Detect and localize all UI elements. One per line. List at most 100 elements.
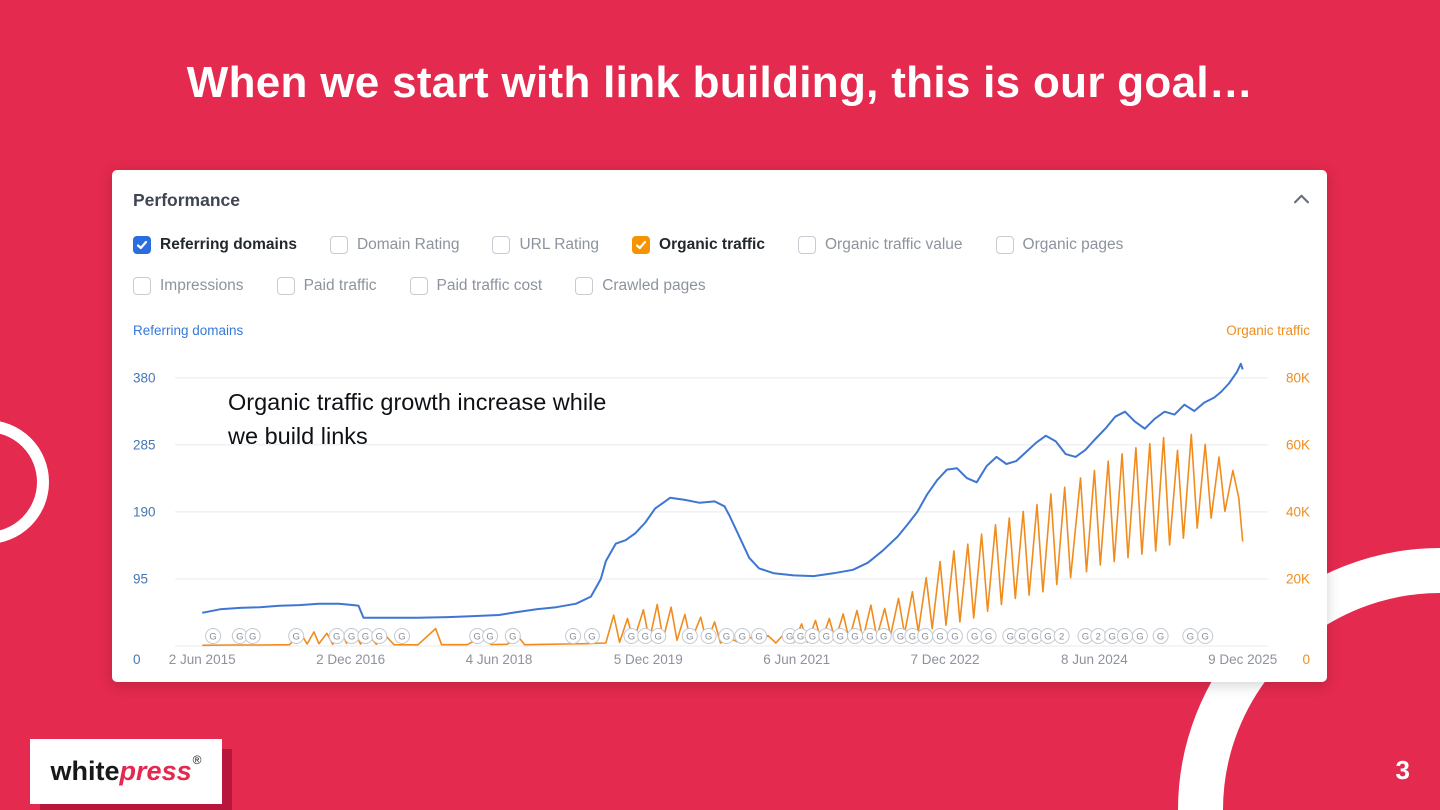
- google-update-badge[interactable]: G: [832, 628, 849, 644]
- google-update-badge[interactable]: G: [244, 628, 261, 644]
- google-update-badge[interactable]: G: [917, 628, 934, 644]
- svg-text:G: G: [1187, 632, 1194, 643]
- google-update-badge[interactable]: G: [482, 628, 499, 644]
- metric-paid-traffic-cost[interactable]: Paid traffic cost: [409, 277, 542, 295]
- chevron-up-icon[interactable]: [1294, 194, 1310, 206]
- svg-text:G: G: [755, 632, 762, 643]
- google-update-badge[interactable]: G: [1104, 628, 1121, 644]
- left-axis-tick: 190: [133, 504, 156, 519]
- google-update-badge[interactable]: G: [205, 628, 222, 644]
- logo-text-press: press: [119, 756, 192, 786]
- google-update-badge[interactable]: G: [932, 628, 949, 644]
- svg-text:G: G: [739, 632, 746, 643]
- google-update-badge[interactable]: G: [681, 628, 698, 644]
- google-update-badge[interactable]: G: [328, 628, 345, 644]
- x-axis-tick: 9 Dec 2025: [1208, 652, 1277, 667]
- metric-organic-traffic[interactable]: Organic traffic: [632, 236, 765, 254]
- svg-text:G: G: [642, 632, 649, 643]
- logo-text-white: white: [50, 756, 120, 786]
- organic-traffic-line: [202, 433, 1244, 647]
- metric-label-impressions: Impressions: [160, 277, 244, 294]
- google-update-badge[interactable]: G: [1131, 628, 1148, 644]
- left-axis-tick: 380: [133, 370, 156, 385]
- x-axis-tick: 2 Dec 2016: [316, 652, 385, 667]
- google-update-badge[interactable]: G: [565, 628, 582, 644]
- svg-text:G: G: [866, 632, 873, 643]
- svg-text:G: G: [236, 632, 243, 643]
- google-update-badge[interactable]: G: [1152, 628, 1169, 644]
- right-axis-tick: 20K: [1286, 572, 1310, 587]
- svg-text:G: G: [474, 632, 481, 643]
- x-axis-tick: 4 Jun 2018: [466, 652, 533, 667]
- svg-text:G: G: [837, 632, 844, 643]
- google-update-badge[interactable]: G: [343, 628, 360, 644]
- checkbox-organic-traffic[interactable]: [632, 236, 651, 254]
- google-update-badge[interactable]: G: [875, 628, 892, 644]
- checkbox-paid-traffic-cost[interactable]: [409, 277, 428, 295]
- google-update-badge[interactable]: G: [818, 628, 835, 644]
- svg-text:G: G: [398, 632, 405, 643]
- checkbox-paid-traffic[interactable]: [276, 277, 295, 295]
- svg-text:G: G: [797, 632, 804, 643]
- svg-text:G: G: [486, 632, 493, 643]
- google-update-badge[interactable]: G: [1039, 628, 1056, 644]
- checkbox-organic-traffic-value[interactable]: [797, 236, 816, 254]
- checkbox-referring-domains[interactable]: [133, 236, 151, 254]
- google-update-badge[interactable]: G: [980, 628, 997, 644]
- svg-text:G: G: [628, 632, 635, 643]
- right-axis-tick: 60K: [1286, 438, 1310, 453]
- google-update-badge[interactable]: G: [1197, 628, 1214, 644]
- svg-text:G: G: [705, 632, 712, 643]
- chart-annotation: Organic traffic growth increase while we…: [228, 386, 606, 453]
- svg-text:G: G: [1031, 632, 1038, 643]
- left-axis-label[interactable]: Referring domains: [133, 323, 244, 338]
- google-update-badge[interactable]: G: [288, 628, 305, 644]
- google-update-badge[interactable]: 2: [1053, 628, 1070, 644]
- google-update-badge[interactable]: G: [504, 628, 521, 644]
- google-update-badge[interactable]: G: [394, 628, 410, 644]
- google-update-badge[interactable]: G: [718, 628, 735, 644]
- google-update-badge[interactable]: G: [946, 628, 963, 644]
- google-update-badge[interactable]: G: [847, 628, 863, 644]
- metric-organic-traffic-value[interactable]: Organic traffic value: [797, 236, 963, 254]
- svg-text:G: G: [786, 632, 793, 643]
- checkbox-url-rating[interactable]: [492, 236, 511, 254]
- metric-label-domain-rating: Domain Rating: [356, 236, 460, 253]
- checkbox-organic-pages[interactable]: [995, 236, 1014, 254]
- google-update-badge[interactable]: G: [804, 628, 821, 644]
- google-update-badge[interactable]: G: [966, 628, 983, 644]
- google-update-badge[interactable]: G: [700, 628, 717, 644]
- google-update-badge[interactable]: G: [1117, 628, 1133, 644]
- google-update-badge[interactable]: G: [734, 628, 751, 644]
- checkbox-crawled-pages[interactable]: [575, 277, 594, 295]
- google-update-badge[interactable]: G: [861, 628, 878, 644]
- panel-title: Performance: [133, 189, 240, 210]
- metric-impressions[interactable]: Impressions: [133, 277, 244, 295]
- metric-url-rating[interactable]: URL Rating: [492, 236, 599, 254]
- checkbox-impressions[interactable]: [133, 277, 151, 295]
- svg-text:G: G: [1082, 632, 1089, 643]
- google-update-badge[interactable]: G: [650, 628, 667, 644]
- metrics-row-1: Referring domains Domain Rating URL Rating…: [133, 234, 1310, 256]
- google-update-badge[interactable]: G: [623, 628, 640, 644]
- panel-header: Performance: [133, 188, 1310, 212]
- metric-domain-rating[interactable]: Domain Rating: [329, 236, 460, 254]
- checkbox-domain-rating[interactable]: [329, 236, 348, 254]
- google-update-badge[interactable]: G: [1182, 628, 1199, 644]
- google-update-badge[interactable]: G: [583, 628, 600, 644]
- metric-crawled-pages[interactable]: Crawled pages: [575, 277, 706, 295]
- metric-paid-traffic[interactable]: Paid traffic: [276, 277, 377, 295]
- google-update-badge[interactable]: G: [371, 628, 388, 644]
- google-update-badge[interactable]: G: [781, 628, 798, 644]
- svg-text:G: G: [1202, 632, 1209, 643]
- x-axis-tick: 5 Dec 2019: [614, 652, 683, 667]
- google-update-badge[interactable]: G: [357, 628, 374, 644]
- metric-label-organic-traffic-value: Organic traffic value: [824, 236, 963, 253]
- right-axis-label[interactable]: Organic traffic: [1226, 323, 1310, 338]
- google-update-badge[interactable]: 2: [1090, 628, 1107, 644]
- google-update-badge[interactable]: G: [751, 628, 768, 644]
- metric-referring-domains[interactable]: Referring domains: [133, 236, 297, 254]
- metric-organic-pages[interactable]: Organic pages: [995, 236, 1123, 254]
- google-update-badge[interactable]: G: [231, 628, 248, 644]
